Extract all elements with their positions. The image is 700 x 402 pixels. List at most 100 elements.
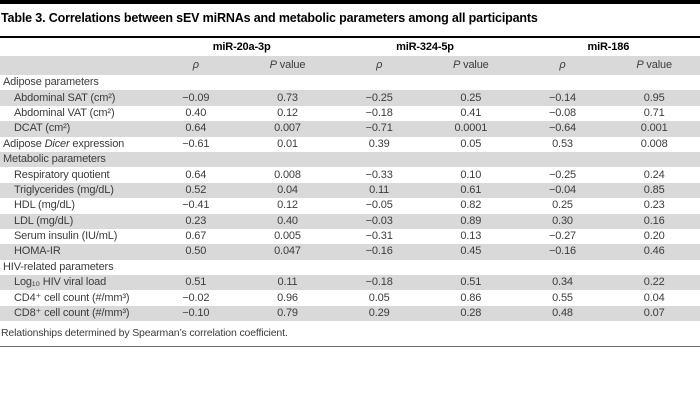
rho-value-cell: 0.25 <box>552 199 573 212</box>
section-label: Metabolic parameters <box>3 153 106 166</box>
rho-value-cell: −0.25 <box>548 168 577 181</box>
rho-value-cell: 0.40 <box>185 106 207 119</box>
rho-value-cell: −0.64 <box>548 122 577 135</box>
p-value-cell: 0.0001 <box>454 122 488 135</box>
rho-value-cell: 0.50 <box>185 245 207 258</box>
p-value-cell: 0.95 <box>643 91 665 104</box>
table-row: HDL (mg/dL) −0.41 0.12 −0.05 0.82 0.25 0.23 <box>0 198 700 213</box>
rho-value-cell: −0.25 <box>365 91 393 104</box>
param-label: DCAT (cm²) <box>14 122 71 135</box>
rho-value-cell: −0.18 <box>365 276 393 289</box>
rho-value-cell: 0.30 <box>552 214 573 227</box>
rho-value-cell: −0.31 <box>365 230 393 243</box>
rho-header-1: ρ <box>192 59 199 71</box>
p-symbol: P <box>269 59 277 71</box>
param-label: Abdominal VAT (cm²) <box>14 106 115 119</box>
col-group-mir-324-5p: miR-324-5p <box>396 41 454 53</box>
table-body: Adipose parameters Abdominal SAT (cm²) −0.… <box>0 75 700 322</box>
table-footnote: Relationships determined by Spearman’s c… <box>1 327 288 340</box>
param-label: Adipose Dicer expression <box>0 138 150 151</box>
p-value-cell: 0.007 <box>274 122 301 135</box>
param-label: Triglycerides (mg/dL) <box>14 183 114 196</box>
p-value-cell: 0.23 <box>643 199 665 212</box>
section-header-row: HIV-related parameters <box>0 260 700 275</box>
rho-value-cell: −0.05 <box>365 199 393 212</box>
p-value-cell: 0.16 <box>643 214 665 227</box>
rho-value-cell: −0.18 <box>365 106 393 119</box>
rho-value-cell: 0.05 <box>368 291 390 304</box>
rho-value-cell: 0.52 <box>185 183 207 196</box>
p-value-cell: 0.71 <box>643 106 665 119</box>
rho-value-cell: −0.61 <box>182 137 210 150</box>
param-label: LDL (mg/dL) <box>14 214 74 227</box>
rho-value-cell: −0.14 <box>548 91 577 104</box>
rho-value-cell: 0.29 <box>368 307 390 320</box>
p-value-cell: 0.89 <box>460 214 482 227</box>
param-label: CD8⁺ cell count (#/mm³) <box>14 307 130 320</box>
p-value-cell: 0.51 <box>460 276 482 289</box>
bottom-rule <box>0 346 700 348</box>
param-label: Serum insulin (IU/mL) <box>14 230 118 243</box>
rho-value-cell: 0.67 <box>185 230 207 243</box>
rho-value-cell: −0.16 <box>365 245 393 258</box>
param-label-part: Adipose <box>3 137 45 150</box>
table-row: Adipose Dicer expression −0.61 0.01 0.39 0.0… <box>0 137 700 152</box>
rho-value-cell: 0.11 <box>369 183 390 196</box>
p-symbol: P <box>636 59 644 71</box>
p-value-cell: 0.40 <box>277 214 298 227</box>
rho-value-cell: 0.64 <box>185 168 207 181</box>
p-value-cell: 0.82 <box>460 199 482 212</box>
rho-value-cell: −0.04 <box>548 183 577 196</box>
p-value-cell: 0.28 <box>460 307 482 320</box>
rho-value-cell: −0.03 <box>365 214 393 227</box>
section-label: HIV-related parameters <box>3 260 114 273</box>
col-group-mir-186: miR-186 <box>587 41 630 53</box>
table-row: DCAT (cm²) 0.64 0.007 −0.71 0.0001 −0.64 0.001 <box>0 121 700 137</box>
p-value-cell: 0.008 <box>640 137 668 150</box>
rho-value-cell: 0.55 <box>552 291 573 304</box>
p-value-cell: 0.20 <box>643 230 665 243</box>
rho-value-cell: −0.10 <box>182 307 210 320</box>
rho-value-cell: 0.23 <box>185 214 207 227</box>
rho-value-cell: −0.41 <box>182 199 210 212</box>
p-value-cell: 0.13 <box>460 230 482 243</box>
title-rule <box>0 36 700 38</box>
rho-value-cell: −0.08 <box>548 106 577 119</box>
section-label: Adipose parameters <box>3 76 99 89</box>
p-value-cell: 0.22 <box>643 276 665 289</box>
p-value-cell: 0.85 <box>643 183 665 196</box>
rho-value-cell: 0.48 <box>552 307 573 320</box>
p-value-cell: 0.04 <box>277 183 298 196</box>
rho-value-cell: 0.53 <box>552 137 573 150</box>
table-row: Abdominal SAT (cm²) −0.09 0.73 −0.25 0.25 −0.… <box>0 90 700 106</box>
param-label: Respiratory quotient <box>14 168 110 181</box>
value-word: value <box>460 59 489 71</box>
p-value-cell: 0.73 <box>277 91 298 104</box>
p-value-cell: 0.04 <box>643 291 665 304</box>
p-value-cell: 0.005 <box>274 230 301 243</box>
top-rule <box>0 0 700 4</box>
rho-value-cell: −0.09 <box>182 91 210 104</box>
p-value-cell: 0.07 <box>643 307 665 320</box>
value-word: value <box>643 59 672 71</box>
column-group-header-row: miR-20a-3p miR-324-5p miR-186 <box>0 38 700 56</box>
p-value-cell: 0.41 <box>460 106 482 119</box>
p-value-cell: 0.79 <box>277 307 298 320</box>
col-group-mir-20a-3p: miR-20a-3p <box>212 41 271 53</box>
table-title: Table 3. Correlations between sEV miRNAs… <box>1 11 538 25</box>
p-value-cell: 0.86 <box>460 291 482 304</box>
subheader-row: ρ P value ρ P value ρ P value <box>0 56 700 75</box>
param-label: CD4⁺ cell count (#/mm³) <box>14 291 130 304</box>
table-row: CD4⁺ cell count (#/mm³) −0.02 0.96 0.05 0.86… <box>0 290 700 305</box>
table-row: Abdominal VAT (cm²) 0.40 0.12 −0.18 0.41 −0.0… <box>0 106 700 121</box>
p-value-cell: 0.12 <box>277 199 298 212</box>
table-row: CD8⁺ cell count (#/mm³) −0.10 0.79 0.29 0.28… <box>0 305 700 322</box>
rho-value-cell: 0.39 <box>368 137 390 150</box>
section-header-row: Adipose parameters <box>0 75 700 90</box>
rho-value-cell: −0.71 <box>365 122 393 135</box>
table-row: Log₁₀ HIV viral load 0.51 0.11 −0.18 0.51 0.3… <box>0 275 700 291</box>
table-row: Serum insulin (IU/mL) 0.67 0.005 −0.31 0.13 −… <box>0 229 700 244</box>
p-value-cell: 0.24 <box>643 168 665 181</box>
section-header-row: Metabolic parameters <box>0 151 700 168</box>
